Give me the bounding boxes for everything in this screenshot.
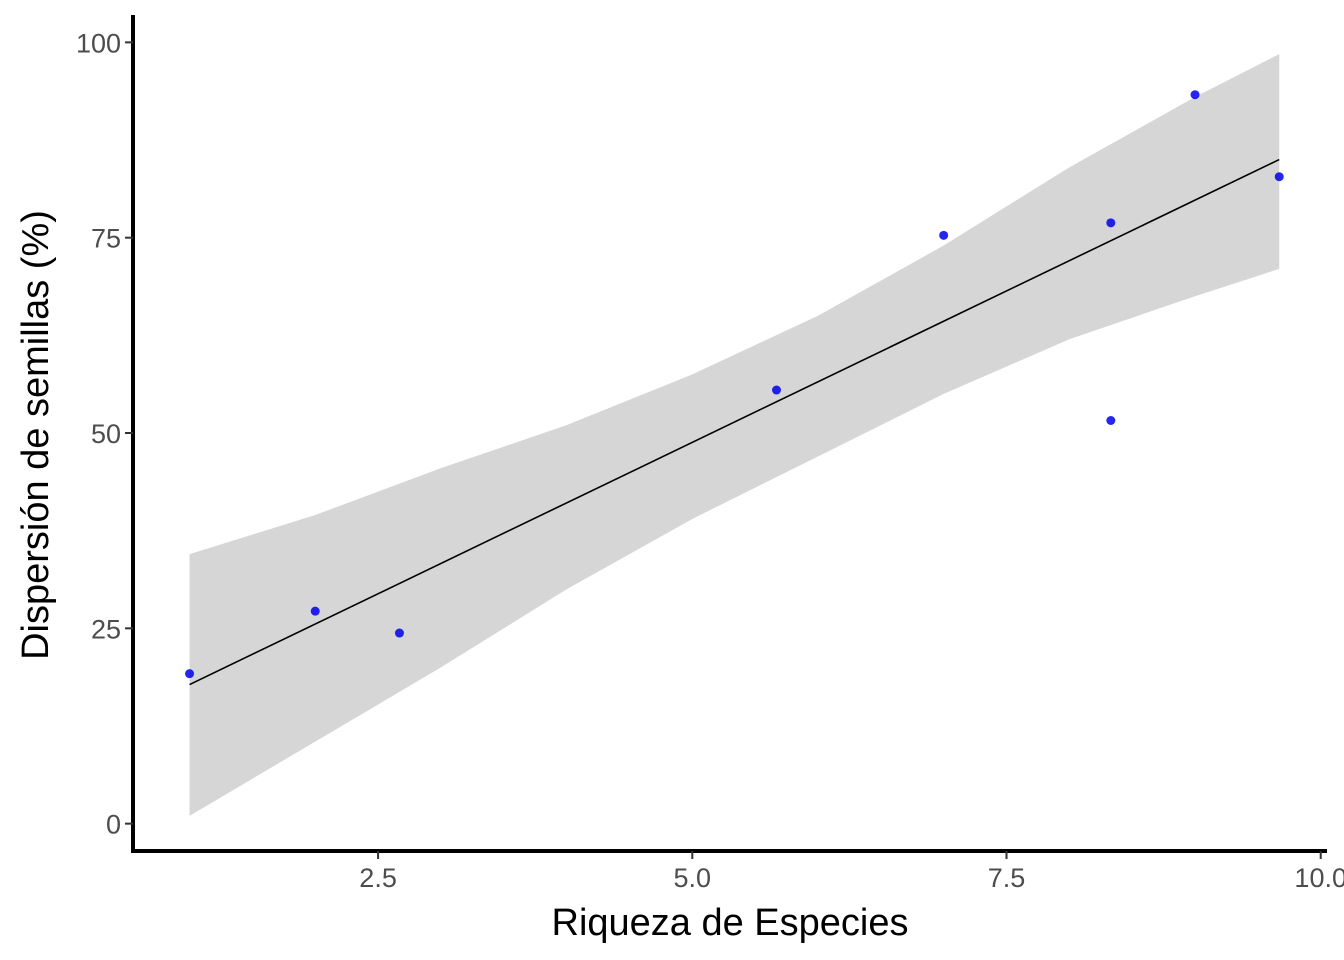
x-tick-label: 2.5 xyxy=(359,863,397,893)
tick-marks: 2.5 5.0 7.5 10.0 0 25 50 75 100 xyxy=(76,28,1344,893)
data-point xyxy=(1106,415,1116,425)
confidence-band xyxy=(189,54,1280,816)
data-point xyxy=(772,385,782,395)
data-point xyxy=(939,230,949,240)
x-tick-label: 5.0 xyxy=(674,863,712,893)
x-axis-title: Riqueza de Especies xyxy=(552,902,909,944)
data-point xyxy=(1274,172,1284,182)
x-tick-label: 7.5 xyxy=(988,863,1026,893)
y-tick-label: 100 xyxy=(76,28,121,58)
data-points-layer xyxy=(185,90,1284,679)
data-point xyxy=(1106,218,1116,228)
data-point xyxy=(394,628,404,638)
confidence-band-layer xyxy=(189,54,1280,816)
data-point xyxy=(310,606,320,616)
data-point xyxy=(1190,90,1200,100)
y-tick-label: 25 xyxy=(91,614,121,644)
x-tick-label: 10.0 xyxy=(1294,863,1344,893)
y-axis-title: Dispersión de semillas (%) xyxy=(15,210,57,660)
y-tick-label: 0 xyxy=(106,810,121,840)
regression-line-layer xyxy=(189,158,1280,686)
y-tick-label: 50 xyxy=(91,419,121,449)
y-tick-label: 75 xyxy=(91,224,121,254)
data-point xyxy=(185,669,195,679)
regression-line xyxy=(189,158,1280,686)
